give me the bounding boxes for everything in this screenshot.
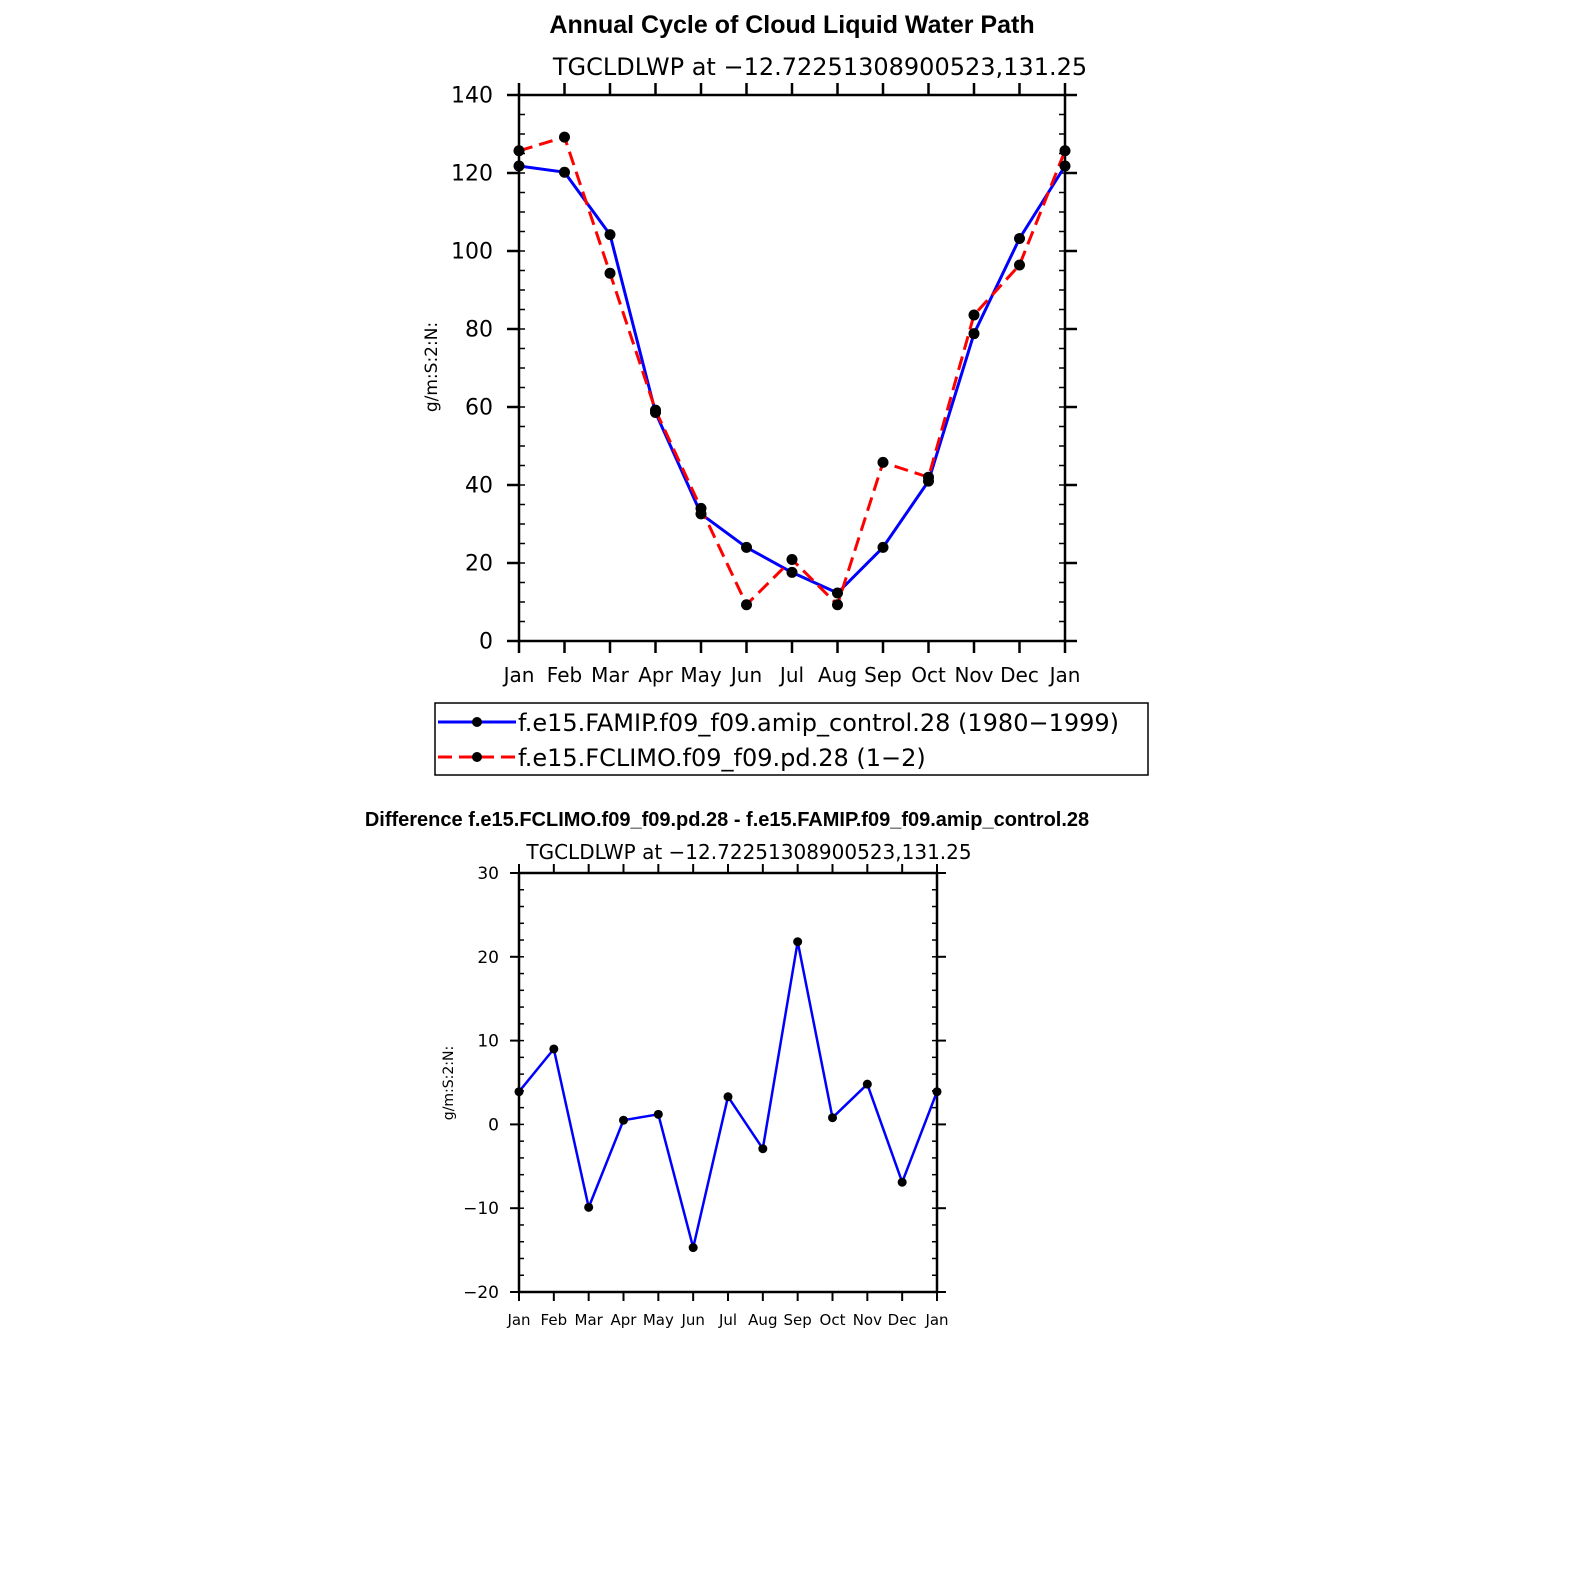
data-point-a xyxy=(877,541,889,553)
data-point-b xyxy=(650,404,661,416)
x-tick-label: Oct xyxy=(911,663,946,687)
data-point-a xyxy=(688,1243,698,1253)
x-tick-label: Mar xyxy=(591,663,630,687)
legend-marker-series-b xyxy=(472,752,482,762)
y-tick-label: −20 xyxy=(463,1283,499,1303)
data-point-a xyxy=(1014,233,1025,245)
legend-label-series-a: f.e15.FAMIP.f09_f09.amip_control.28 (198… xyxy=(518,709,1119,737)
y-tick-label: 10 xyxy=(477,1032,499,1052)
y-tick-label: 40 xyxy=(465,474,493,499)
x-tick-label: Sep xyxy=(784,1311,812,1329)
data-point-b xyxy=(877,456,889,468)
data-point-a xyxy=(741,541,752,553)
bottom-plot-area: Jan Feb Mar Apr May Jun Jul Aug Sep Oct Nov Dec Jan−… xyxy=(463,864,948,1329)
data-point-b xyxy=(923,471,934,483)
x-tick-label: Dec xyxy=(1000,663,1039,687)
y-tick-label: 80 xyxy=(465,318,493,343)
data-point-b xyxy=(604,267,616,279)
data-point-b xyxy=(786,553,798,565)
data-point-a xyxy=(723,1092,733,1102)
data-point-a xyxy=(968,328,980,340)
top-chart-subtitle: TGCLDLWP at −12.72251308900523,131.25 xyxy=(552,53,1087,81)
data-point-a xyxy=(786,566,798,578)
legend-entry-series-b: f.e15.FCLIMO.f09_f09.pd.28 (1−2) xyxy=(438,744,926,772)
data-point-b xyxy=(1014,259,1025,271)
x-tick-label: Apr xyxy=(638,663,673,687)
x-tick-label: Jan xyxy=(502,663,535,687)
y-tick-label: 0 xyxy=(488,1115,499,1135)
data-point-b xyxy=(513,145,525,157)
data-point-b xyxy=(741,599,752,611)
bottom-chart-title: Difference f.e15.FCLIMO.f09_f09.pd.28 - … xyxy=(365,809,1089,831)
x-tick-label: May xyxy=(680,663,722,687)
x-tick-label: Jan xyxy=(924,1311,948,1329)
x-tick-label: Sep xyxy=(864,663,902,687)
y-tick-label: 140 xyxy=(451,84,493,109)
data-point-b xyxy=(1059,145,1071,157)
x-tick-label: Dec xyxy=(888,1311,917,1329)
x-tick-label: Oct xyxy=(820,1311,846,1329)
bottom-panel: Difference f.e15.FCLIMO.f09_f09.pd.28 - … xyxy=(365,809,1089,1329)
data-point-a xyxy=(604,229,616,241)
y-tick-label: 30 xyxy=(477,864,499,884)
data-point-a xyxy=(584,1202,594,1212)
x-tick-label: Jul xyxy=(778,663,804,687)
data-point-a xyxy=(1059,160,1071,172)
bottom-chart-subtitle: TGCLDLWP at −12.72251308900523,131.25 xyxy=(525,840,971,864)
y-tick-label: −10 xyxy=(463,1199,499,1219)
x-tick-label: Feb xyxy=(541,1311,568,1329)
data-point-b xyxy=(695,502,707,514)
data-point-a xyxy=(619,1115,628,1125)
y-tick-label: 20 xyxy=(465,552,493,577)
x-tick-label: Mar xyxy=(575,1311,604,1329)
data-point-a xyxy=(513,160,525,172)
data-point-a xyxy=(832,587,843,599)
x-tick-label: Apr xyxy=(611,1311,638,1329)
top-chart-title: Annual Cycle of Cloud Liquid Water Path xyxy=(549,11,1034,39)
x-tick-label: Jan xyxy=(506,1311,530,1329)
data-point-a xyxy=(559,166,570,178)
data-point-b xyxy=(968,309,980,321)
y-tick-label: 60 xyxy=(465,396,493,421)
y-tick-label: 100 xyxy=(451,240,493,265)
x-tick-label: Feb xyxy=(547,663,582,687)
x-tick-label: Jun xyxy=(729,663,762,687)
data-point-a xyxy=(862,1079,872,1089)
x-tick-label: Jun xyxy=(680,1311,704,1329)
x-tick-label: Jul xyxy=(718,1311,737,1329)
data-point-a xyxy=(897,1177,907,1187)
y-tick-label: 0 xyxy=(479,630,493,655)
legend-label-series-b: f.e15.FCLIMO.f09_f09.pd.28 (1−2) xyxy=(518,744,926,772)
data-point-a xyxy=(653,1109,663,1119)
y-tick-label: 20 xyxy=(477,948,499,968)
data-point-a xyxy=(758,1144,768,1154)
data-point-b xyxy=(832,599,843,611)
x-tick-label: Aug xyxy=(748,1311,777,1329)
legend-frame xyxy=(434,702,1149,776)
data-point-a xyxy=(549,1044,559,1054)
data-point-a xyxy=(828,1113,837,1123)
bottom-y-axis-label: g/m:S:2:N: xyxy=(441,1046,457,1120)
data-point-a xyxy=(793,937,803,947)
legend-marker-series-a xyxy=(472,717,482,727)
data-point-a xyxy=(932,1087,942,1097)
data-point-a xyxy=(514,1087,524,1097)
data-point-b xyxy=(559,131,570,143)
top-y-axis-label: g/m:S:2:N: xyxy=(422,322,442,412)
x-tick-label: Nov xyxy=(853,1311,882,1329)
x-tick-label: Aug xyxy=(818,663,857,687)
legend-entry-series-a: f.e15.FAMIP.f09_f09.amip_control.28 (198… xyxy=(438,709,1119,737)
x-tick-label: Jan xyxy=(1048,663,1081,687)
top-legend: f.e15.FAMIP.f09_f09.amip_control.28 (198… xyxy=(434,702,1149,776)
x-tick-label: May xyxy=(643,1311,674,1329)
top-panel: Annual Cycle of Cloud Liquid Water Path … xyxy=(422,11,1149,776)
x-tick-label: Nov xyxy=(954,663,993,687)
y-tick-label: 120 xyxy=(451,162,493,187)
top-plot-area: Jan Feb Mar Apr May Jun Jul Aug Sep Oct Nov Dec Jan 0… xyxy=(451,83,1080,687)
